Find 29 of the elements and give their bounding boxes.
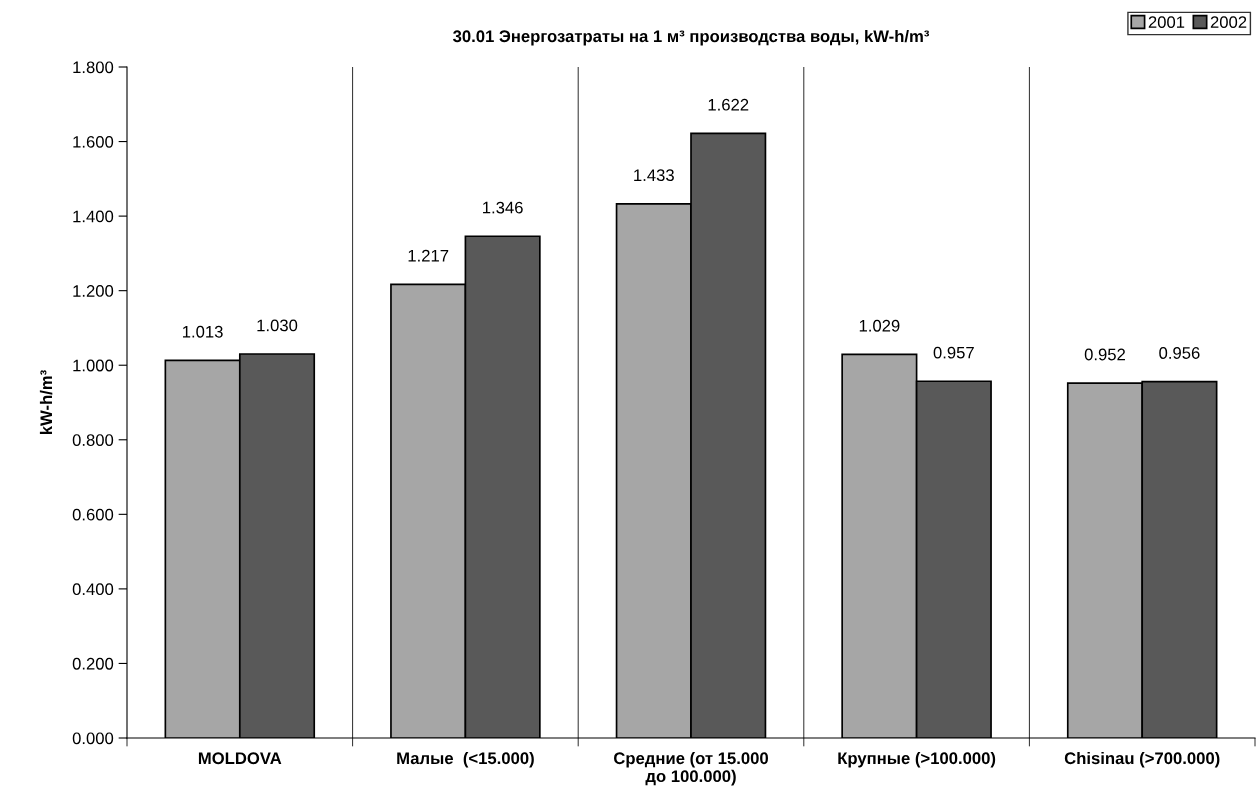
y-tick-label: 1.000 [73,359,114,372]
x-tick-label: Малые (<15.000) [397,751,534,768]
y-tick-label: 1.600 [73,135,114,148]
y-tick-label: 1.400 [73,210,114,223]
x-tick-label: Крупные (>100.000) [838,751,996,768]
data-label: 1.622 [708,98,749,111]
x-tick-label: Chisinau (>700.000) [1064,751,1220,768]
data-label: 1.217 [408,249,449,262]
y-tick-label: 0.400 [72,583,114,596]
y-tick-label: 0.000 [72,732,114,745]
x-tick-label: MOLDOVA [198,752,282,765]
data-label: 1.030 [257,319,298,332]
legend-label: 2002 [1210,16,1247,29]
data-label: 0.952 [1084,348,1125,361]
y-tick-label: 1.200 [73,285,114,297]
y-tick-label: 0.600 [72,508,114,521]
data-label: 1.029 [859,319,900,332]
data-label: 0.956 [1159,347,1200,359]
y-tick-label: 1.800 [73,61,114,74]
legend-label: 2001 [1148,16,1185,29]
y-axis-title: kW-h/m³ [39,370,53,435]
y-tick-label: 0.800 [72,434,114,446]
y-tick-label: 0.200 [72,657,114,670]
x-tick-label: Средние (от 15.000 до 100.000) [614,751,768,786]
data-label: 1.433 [634,169,674,182]
data-label: 0.957 [933,346,974,359]
data-label: 1.013 [183,325,223,338]
data-label: 1.346 [483,201,523,214]
chart-title: 30.01 Энергозатраты на 1 м³ производства воды, kW-h/m³ [453,29,930,46]
